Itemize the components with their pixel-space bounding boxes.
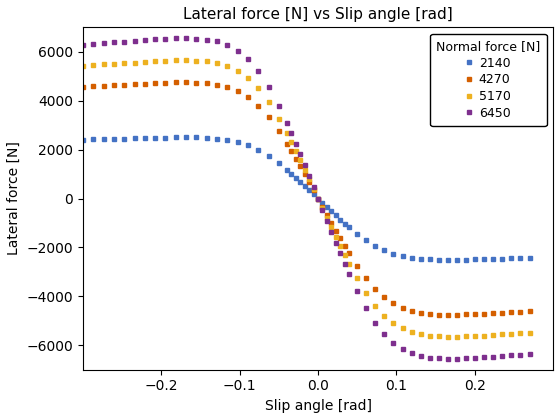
4270 [183,80,189,85]
6450 [526,352,533,357]
2140 [517,256,524,261]
4270 [490,311,497,316]
Line: 6450: 6450 [81,36,532,361]
2140 [224,137,231,142]
Line: 5170: 5170 [81,58,532,339]
5170 [490,333,497,338]
4270 [80,84,86,89]
4270 [142,81,148,86]
6450 [517,352,524,357]
Y-axis label: Lateral force [N]: Lateral force [N] [7,142,21,255]
4270 [517,309,524,314]
4270 [526,309,533,314]
6450 [80,42,86,47]
4270 [193,80,200,85]
4270 [224,85,231,90]
6450 [142,38,148,43]
2140 [288,171,295,176]
5170 [142,59,148,64]
5170 [224,63,231,68]
5170 [517,331,524,336]
2140 [526,255,533,260]
Line: 4270: 4270 [81,80,532,317]
5170 [80,63,86,68]
6450 [445,356,451,361]
Title: Lateral force [N] vs Slip angle [rad]: Lateral force [N] vs Slip angle [rad] [183,7,453,22]
6450 [288,131,295,136]
6450 [183,36,189,41]
2140 [193,135,200,140]
2140 [183,135,189,140]
4270 [445,312,451,317]
4270 [288,149,295,154]
Line: 2140: 2140 [81,135,532,262]
5170 [445,334,451,339]
5170 [183,58,189,63]
Legend: 2140, 4270, 5170, 6450: 2140, 4270, 5170, 6450 [430,34,547,126]
5170 [288,139,295,144]
X-axis label: Slip angle [rad]: Slip angle [rad] [264,399,371,413]
2140 [445,257,451,262]
6450 [224,42,231,47]
2140 [490,256,497,261]
6450 [193,36,200,41]
5170 [526,330,533,335]
5170 [193,58,200,63]
2140 [142,136,148,141]
2140 [80,137,86,142]
6450 [490,354,497,359]
